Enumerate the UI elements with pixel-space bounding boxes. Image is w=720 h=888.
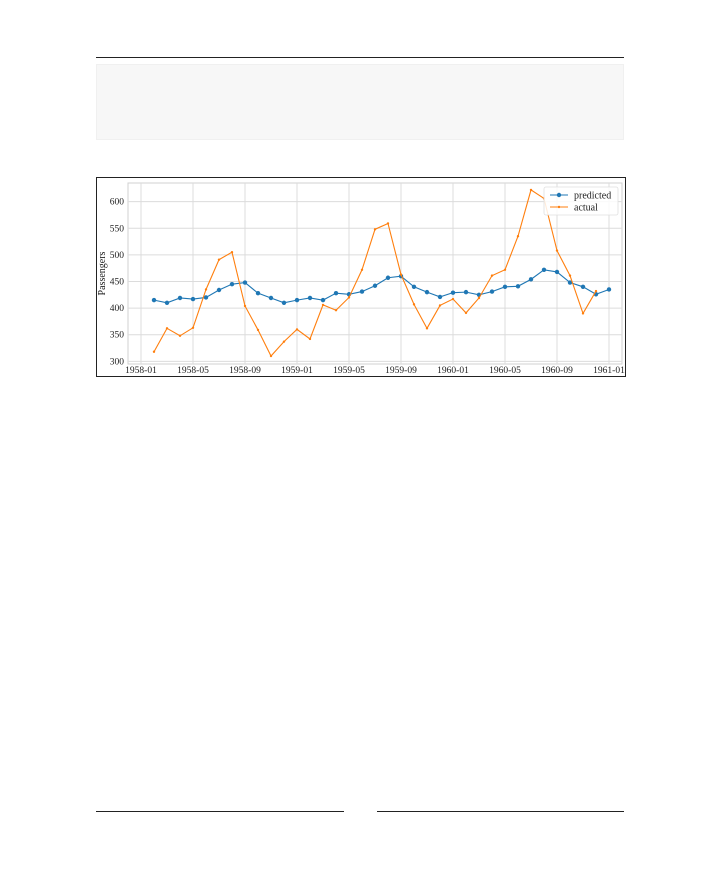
x-tick-label: 1960-09 — [541, 366, 573, 376]
x-tick-label: 1958-01 — [125, 366, 157, 376]
point-actual — [503, 268, 507, 271]
point-predicted — [541, 267, 547, 272]
point-actual — [568, 274, 572, 277]
point-actual — [269, 354, 273, 358]
series-line-predicted — [153, 269, 610, 304]
point-predicted — [411, 284, 417, 290]
point-predicted — [216, 287, 222, 293]
x-tick-label: 1960-01 — [437, 366, 469, 376]
point-predicted — [164, 300, 170, 305]
x-tick-label: 1959-01 — [281, 366, 313, 376]
point-actual — [360, 268, 364, 271]
header-rule — [96, 57, 624, 58]
legend-label-predicted: predicted — [574, 191, 611, 202]
point-predicted — [190, 296, 196, 302]
point-actual — [347, 296, 351, 299]
point-predicted — [567, 280, 573, 285]
x-tick-label: 1960-05 — [489, 366, 521, 376]
point-predicted — [359, 289, 365, 294]
y-tick-label: 550 — [110, 224, 125, 234]
point-predicted — [554, 269, 560, 275]
y-tick-label: 350 — [110, 331, 125, 341]
point-predicted — [268, 295, 274, 301]
point-actual — [399, 273, 403, 276]
legend-marker-actual — [557, 205, 561, 209]
point-predicted — [463, 289, 469, 295]
footer-rule-left — [96, 811, 344, 812]
point-actual — [425, 327, 429, 330]
point-actual — [165, 327, 169, 330]
point-predicted — [177, 295, 183, 301]
point-actual — [529, 188, 533, 192]
point-predicted — [528, 277, 534, 282]
x-tick-label: 1961-01 — [593, 366, 625, 376]
y-axis-label: Passengers — [97, 251, 108, 295]
point-actual — [178, 334, 182, 337]
y-tick-label: 450 — [110, 277, 125, 287]
point-predicted — [307, 295, 313, 301]
point-actual — [438, 304, 442, 307]
point-actual — [295, 328, 299, 331]
point-predicted — [424, 289, 430, 295]
point-predicted — [502, 284, 508, 290]
point-actual — [555, 249, 559, 252]
point-actual — [516, 235, 520, 238]
y-tick-label: 300 — [110, 357, 125, 367]
point-actual — [464, 311, 468, 315]
point-predicted — [281, 300, 287, 305]
point-actual — [581, 312, 585, 315]
x-tick-label: 1959-09 — [385, 366, 417, 376]
legend-marker-predicted — [556, 192, 562, 198]
point-predicted — [437, 294, 443, 300]
point-predicted — [320, 297, 326, 303]
point-predicted — [242, 280, 248, 285]
point-actual — [152, 350, 156, 353]
passengers-line-chart: 300 350 400 450 500 550 600 1958-01 1958-05 1958-… — [96, 177, 626, 377]
chart-svg: 300 350 400 450 500 550 600 1958-01 1958-05 1958-… — [96, 177, 626, 377]
legend-label-actual: actual — [574, 203, 598, 214]
point-actual — [373, 228, 377, 231]
point-actual — [412, 303, 416, 306]
point-actual — [594, 289, 598, 293]
point-actual — [217, 258, 221, 261]
point-predicted — [255, 290, 261, 296]
point-actual — [321, 303, 325, 307]
point-predicted — [151, 297, 157, 303]
x-tick-label: 1959-05 — [333, 366, 365, 376]
point-actual — [308, 337, 312, 341]
y-tick-label: 400 — [110, 304, 125, 314]
point-predicted — [450, 290, 456, 295]
x-tick-label: 1958-05 — [177, 366, 209, 376]
point-predicted — [372, 283, 378, 288]
legend-box — [543, 186, 619, 216]
point-actual — [191, 326, 195, 329]
y-tick-label: 600 — [110, 198, 125, 208]
point-actual — [386, 222, 390, 225]
point-predicted — [606, 287, 612, 292]
point-actual — [477, 296, 481, 300]
point-actual — [256, 328, 260, 332]
point-actual — [243, 304, 247, 308]
point-actual — [204, 288, 208, 291]
point-actual — [334, 309, 338, 312]
footer-rule-right — [377, 811, 624, 812]
code-block — [96, 64, 624, 140]
x-tick-label: 1958-09 — [229, 366, 261, 376]
point-predicted — [580, 284, 586, 290]
point-predicted — [333, 290, 339, 296]
point-actual — [230, 251, 234, 254]
point-predicted — [203, 295, 209, 300]
point-predicted — [294, 297, 300, 303]
point-predicted — [229, 281, 235, 287]
point-actual — [451, 297, 455, 301]
point-predicted — [385, 275, 391, 280]
y-tick-label: 500 — [110, 251, 125, 261]
point-actual — [490, 274, 494, 277]
point-predicted — [515, 284, 521, 289]
point-actual — [282, 340, 286, 343]
point-predicted — [489, 289, 495, 294]
